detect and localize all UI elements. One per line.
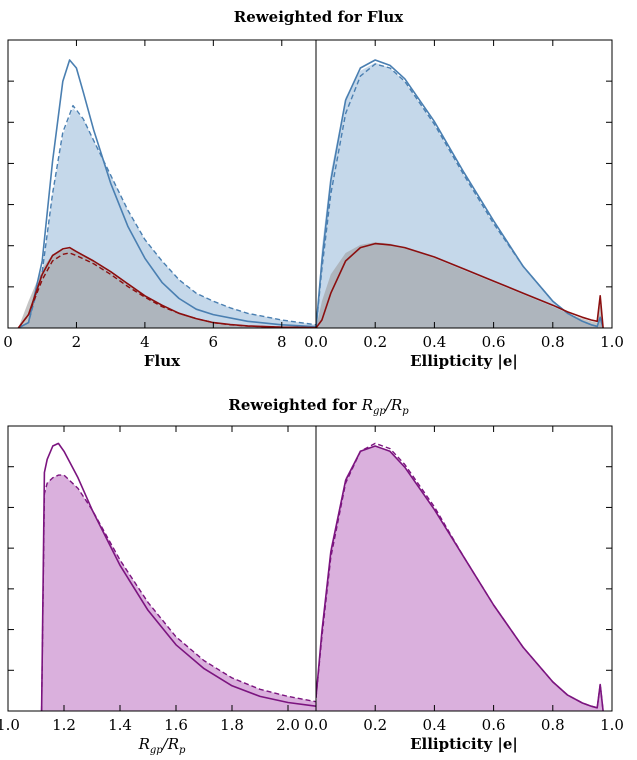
top-left-xlabel: Flux	[144, 352, 181, 370]
bottom-left-purple-fill-area	[41, 475, 316, 711]
bottom-left-xlabel: Rgp/Rp	[138, 735, 186, 756]
bottom-left-purple-solid-line	[40, 442, 316, 711]
top-right-xtick-label: 0.2	[363, 333, 387, 351]
bottom-right-xlabel: Ellipticity |e|	[410, 735, 518, 753]
top-title: Reweighted for Flux	[0, 8, 637, 26]
top-left-panel: 0 2 4 6 8 Flux	[3, 39, 317, 370]
bottom-left-xtick-label: 2.0	[276, 716, 300, 734]
bottom-title-var: Rgp/Rp	[361, 396, 409, 417]
top-left-data	[17, 59, 316, 328]
top-left-gray-fill-area	[18, 248, 316, 328]
bottom-right-xtick-label: 0.8	[541, 716, 565, 734]
bottom-right-purple-fill-area	[316, 446, 604, 711]
top-right-xtick-label: 0.8	[541, 333, 565, 351]
bottom-left-xtick-label: 1.0	[0, 716, 20, 734]
top-right-xtick-label: 0.4	[422, 333, 446, 351]
bottom-title-text: Reweighted for	[228, 396, 362, 414]
bottom-left-xtick-label: 1.4	[108, 716, 132, 734]
top-left-xtick-label: 6	[209, 333, 219, 351]
top-left-blue-dashed-line	[17, 104, 316, 328]
top-right-gray-fill-area	[316, 242, 604, 328]
bottom-right-xtick-label: 0.2	[363, 716, 387, 734]
bottom-left-data	[40, 442, 316, 711]
top-right-xtick-label: 0.6	[482, 333, 506, 351]
bottom-title: Reweighted for Rgp/Rp	[0, 396, 637, 417]
top-left-xtick-label: 8	[277, 333, 287, 351]
top-right-frame	[315, 39, 613, 329]
bottom-right-xtick-label: 0.6	[482, 716, 506, 734]
bottom-left-xtick-label: 1.8	[220, 716, 244, 734]
bottom-right-frame	[315, 425, 613, 712]
bottom-left-purple-dashed-line	[40, 474, 316, 711]
top-right-data	[316, 59, 604, 328]
top-left-blue-solid-line	[17, 59, 316, 328]
bottom-left-xtick-label: 1.6	[164, 716, 188, 734]
top-left-xtick-label: 2	[72, 333, 82, 351]
top-right-xtick-label: 1.0	[600, 333, 624, 351]
top-right-panel: 0.0 0.2 0.4 0.6 0.8 1.0 Ellipticity |e|	[304, 39, 624, 370]
top-right-blue-dashed-line	[316, 63, 604, 328]
top-left-red-solid-line	[17, 246, 316, 328]
bottom-right-data	[316, 442, 604, 711]
top-right-xlabel: Ellipticity |e|	[410, 352, 518, 370]
bottom-left-xtick-label: 1.2	[52, 716, 76, 734]
bottom-right-panel: 0.0 0.2 0.4 0.6 0.8 1.0 Ellipticity |e|	[304, 425, 624, 753]
bottom-right-xtick-label: 0.4	[422, 716, 446, 734]
bottom-right-xtick-label: 1.0	[600, 716, 624, 734]
bottom-right-purple-solid-line	[316, 445, 604, 711]
top-title-text: Reweighted for Flux	[233, 8, 404, 26]
top-left-xtick-label: 4	[140, 333, 150, 351]
bottom-left-panel: 1.0 1.2 1.4 1.6 1.8 2.0 Rgp/Rp	[0, 425, 317, 756]
top-right-xtick-label: 0.0	[304, 333, 328, 351]
top-left-xtick-label: 0	[3, 333, 13, 351]
top-right-blue-solid-line	[316, 59, 604, 328]
bottom-right-xtick-label: 0.0	[304, 716, 328, 734]
top-right-red-solid-line	[316, 242, 604, 328]
